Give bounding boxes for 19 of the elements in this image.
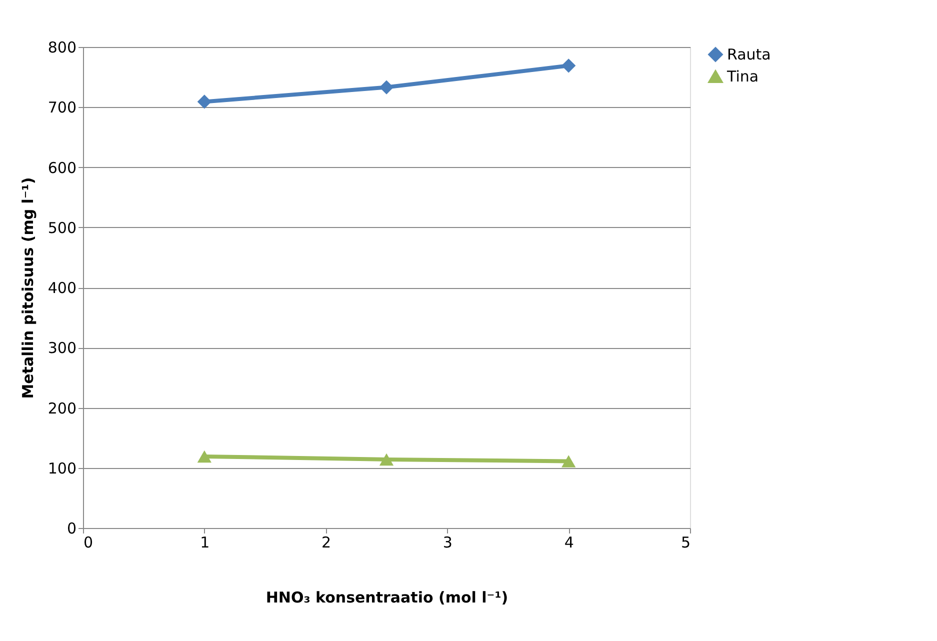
- y-tick-label: 300: [48, 339, 76, 358]
- y-tick-label: 200: [48, 399, 76, 418]
- x-tick-label: 4: [564, 534, 574, 552]
- legend-label: Rauta: [727, 46, 771, 64]
- y-tick-label: 800: [48, 38, 76, 56]
- y-axis-title: Metallin pitoisuus (mg l⁻¹): [18, 177, 37, 399]
- x-tick-label: 1: [200, 534, 210, 552]
- y-tick-label: 0: [66, 520, 76, 538]
- y-tick-label: 400: [48, 279, 76, 297]
- x-tick-label: 3: [442, 534, 452, 552]
- x-tick-label: 0: [84, 534, 94, 552]
- y-tick-label: 500: [48, 218, 76, 237]
- y-tick-label: 100: [48, 459, 76, 478]
- x-axis-title: HNO₃ konsentraatio (mol l⁻¹): [266, 588, 508, 606]
- x-tick-label: 5: [680, 534, 690, 552]
- y-tick-label: 700: [48, 98, 76, 117]
- y-tick-label: 600: [48, 158, 76, 177]
- legend-label: Tina: [726, 68, 759, 86]
- x-tick-label: 2: [322, 534, 332, 552]
